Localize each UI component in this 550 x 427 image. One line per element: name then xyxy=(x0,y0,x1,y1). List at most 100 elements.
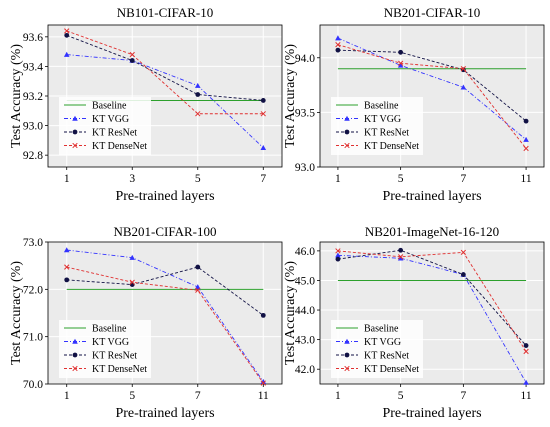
series-line-2-resnet xyxy=(337,49,527,122)
legend-label-4-baseline: Baseline xyxy=(364,324,399,335)
y-axis-label-2: Test Accuracy (%) xyxy=(283,44,298,148)
point-3-densenet-1-stroke-b xyxy=(129,279,135,285)
xtick-label-4-3: 11 xyxy=(521,390,532,402)
chart-panel-3: 70.0 71.0 72.0 73.0 1 5 7 11 Baseline KT VGG KT Re… xyxy=(9,224,283,421)
series-line-4-densenet xyxy=(337,250,527,352)
legend-marker-4-vgg xyxy=(344,338,350,344)
xtick-label-1-2: 5 xyxy=(195,173,201,185)
legend-label-1-resnet: KT ResNet xyxy=(92,128,137,139)
chart-panel-4: 42.0 43.0 44.0 45.0 46.0 1 5 7 11 Baseline KT VGG K… xyxy=(283,224,545,421)
legend-marker-4-densenet xyxy=(344,365,350,372)
point-1-resnet-1 xyxy=(129,58,135,63)
legend-marker-2-vgg xyxy=(344,115,350,121)
point-3-resnet-3 xyxy=(260,312,266,318)
x-axis-label-2: Pre-trained layers xyxy=(382,189,481,204)
series-line-2-densenet xyxy=(337,44,527,149)
ytick-label-4-2: 44.0 xyxy=(295,305,315,317)
point-4-densenet-0-stroke-b xyxy=(335,248,341,254)
series-line-4-vgg xyxy=(337,254,527,383)
legend-label-2-resnet: KT ResNet xyxy=(364,128,409,139)
point-4-vgg-3 xyxy=(523,379,529,385)
y-axis-label-3: Test Accuracy (%) xyxy=(9,261,24,365)
legend-label-3-baseline: Baseline xyxy=(92,324,127,335)
chart-panel-2: 93.0 93.5 94.0 1 5 7 11 Baseline KT VGG KT ResNet… xyxy=(283,5,545,204)
xtick-label-3-2: 7 xyxy=(195,390,201,402)
point-3-densenet-2-stroke-b xyxy=(195,287,201,293)
legend-label-2-vgg: KT VGG xyxy=(364,114,401,125)
point-1-vgg-2 xyxy=(194,82,201,88)
legend-label-4-vgg: KT VGG xyxy=(364,337,401,348)
point-4-resnet-1 xyxy=(398,247,404,253)
point-4-densenet-2 xyxy=(460,249,467,256)
legend-label-3-resnet: KT ResNet xyxy=(92,351,137,362)
ytick-label-2-1: 93.5 xyxy=(295,107,315,119)
point-2-vgg-1 xyxy=(397,62,404,68)
point-3-resnet-0 xyxy=(64,277,70,283)
ytick-label-4-4: 46.0 xyxy=(295,246,315,258)
y-axis-label-4: Test Accuracy (%) xyxy=(283,261,298,365)
point-2-densenet-0-stroke-b xyxy=(335,42,341,48)
xtick-label-3-0: 1 xyxy=(64,390,70,402)
point-1-vgg-0 xyxy=(63,51,70,57)
point-4-densenet-3-stroke-b xyxy=(523,348,529,355)
chart-title-3: NB201-CIFAR-100 xyxy=(113,224,216,239)
legend-label-3-vgg: KT VGG xyxy=(92,337,129,348)
ytick-label-4-1: 43.0 xyxy=(295,335,315,347)
point-1-densenet-2-stroke-b xyxy=(195,111,201,117)
point-1-densenet-3 xyxy=(260,111,266,117)
point-2-resnet-3 xyxy=(523,118,529,124)
point-2-densenet-1 xyxy=(397,60,404,66)
chart-title-4: NB201-ImageNet-16-120 xyxy=(365,224,499,239)
point-1-densenet-1-stroke-b xyxy=(129,51,135,58)
point-1-densenet-2 xyxy=(195,111,201,117)
point-4-vgg-0 xyxy=(335,252,341,258)
xtick-label-2-0: 1 xyxy=(335,173,341,185)
ytick-label-3-3: 73.0 xyxy=(23,237,43,249)
legend-label-3-densenet: KT DenseNet xyxy=(92,364,147,375)
point-4-resnet-3 xyxy=(523,343,529,348)
xtick-label-2-2: 7 xyxy=(460,173,466,185)
point-3-vgg-2 xyxy=(194,284,201,290)
legend-marker-4-densenet-stroke-b xyxy=(344,365,350,372)
series-line-4-resnet xyxy=(337,249,527,346)
x-axis-label-1: Pre-trained layers xyxy=(115,189,214,204)
xtick-label-1-0: 1 xyxy=(64,173,70,185)
point-2-vgg-3 xyxy=(523,136,529,142)
legend-marker-3-densenet xyxy=(72,365,78,372)
point-2-densenet-2-stroke-b xyxy=(460,66,467,72)
x-axis-label-4: Pre-trained layers xyxy=(382,406,481,421)
series-line-2-vgg xyxy=(337,37,527,141)
point-1-resnet-0 xyxy=(64,32,70,38)
ytick-label-1-2: 93.2 xyxy=(23,91,43,103)
series-group-4 xyxy=(335,247,529,385)
xtick-label-1-3: 7 xyxy=(260,173,266,185)
legend-marker-1-densenet-stroke-b xyxy=(72,142,78,149)
chart-title-1: NB101-CIFAR-10 xyxy=(117,5,214,20)
point-4-resnet-2 xyxy=(460,272,466,277)
ytick-label-3-2: 72.0 xyxy=(23,284,43,296)
point-1-densenet-1 xyxy=(129,51,135,58)
legend-marker-2-resnet xyxy=(344,129,350,135)
xtick-label-4-1: 5 xyxy=(398,390,404,402)
legend-label-4-resnet: KT ResNet xyxy=(364,351,409,362)
xtick-label-4-2: 7 xyxy=(460,390,466,402)
legend-marker-1-vgg xyxy=(72,115,78,121)
chart-panel-1: 92.8 93.0 93.2 93.4 93.6 1 3 5 7 Baseline KT VGG KT… xyxy=(9,5,283,204)
point-3-vgg-1 xyxy=(129,254,136,260)
point-4-densenet-2-stroke-b xyxy=(460,249,467,256)
point-4-densenet-1-stroke-b xyxy=(397,254,404,260)
xtick-label-1-1: 3 xyxy=(129,173,135,185)
axes-frame-2 xyxy=(319,24,545,168)
series-line-3-densenet xyxy=(66,266,264,384)
ytick-label-1-1: 93.0 xyxy=(23,121,43,133)
legend-marker-3-vgg xyxy=(72,338,78,344)
ytick-label-2-2: 94.0 xyxy=(295,53,315,65)
series-group-3 xyxy=(63,247,267,386)
y-axis-label-1: Test Accuracy (%) xyxy=(9,44,24,148)
point-2-densenet-3 xyxy=(523,145,529,152)
point-2-vgg-0 xyxy=(335,35,341,41)
point-1-densenet-0 xyxy=(64,28,70,34)
ytick-label-1-4: 93.6 xyxy=(23,32,43,44)
legend-marker-3-resnet xyxy=(72,352,78,358)
